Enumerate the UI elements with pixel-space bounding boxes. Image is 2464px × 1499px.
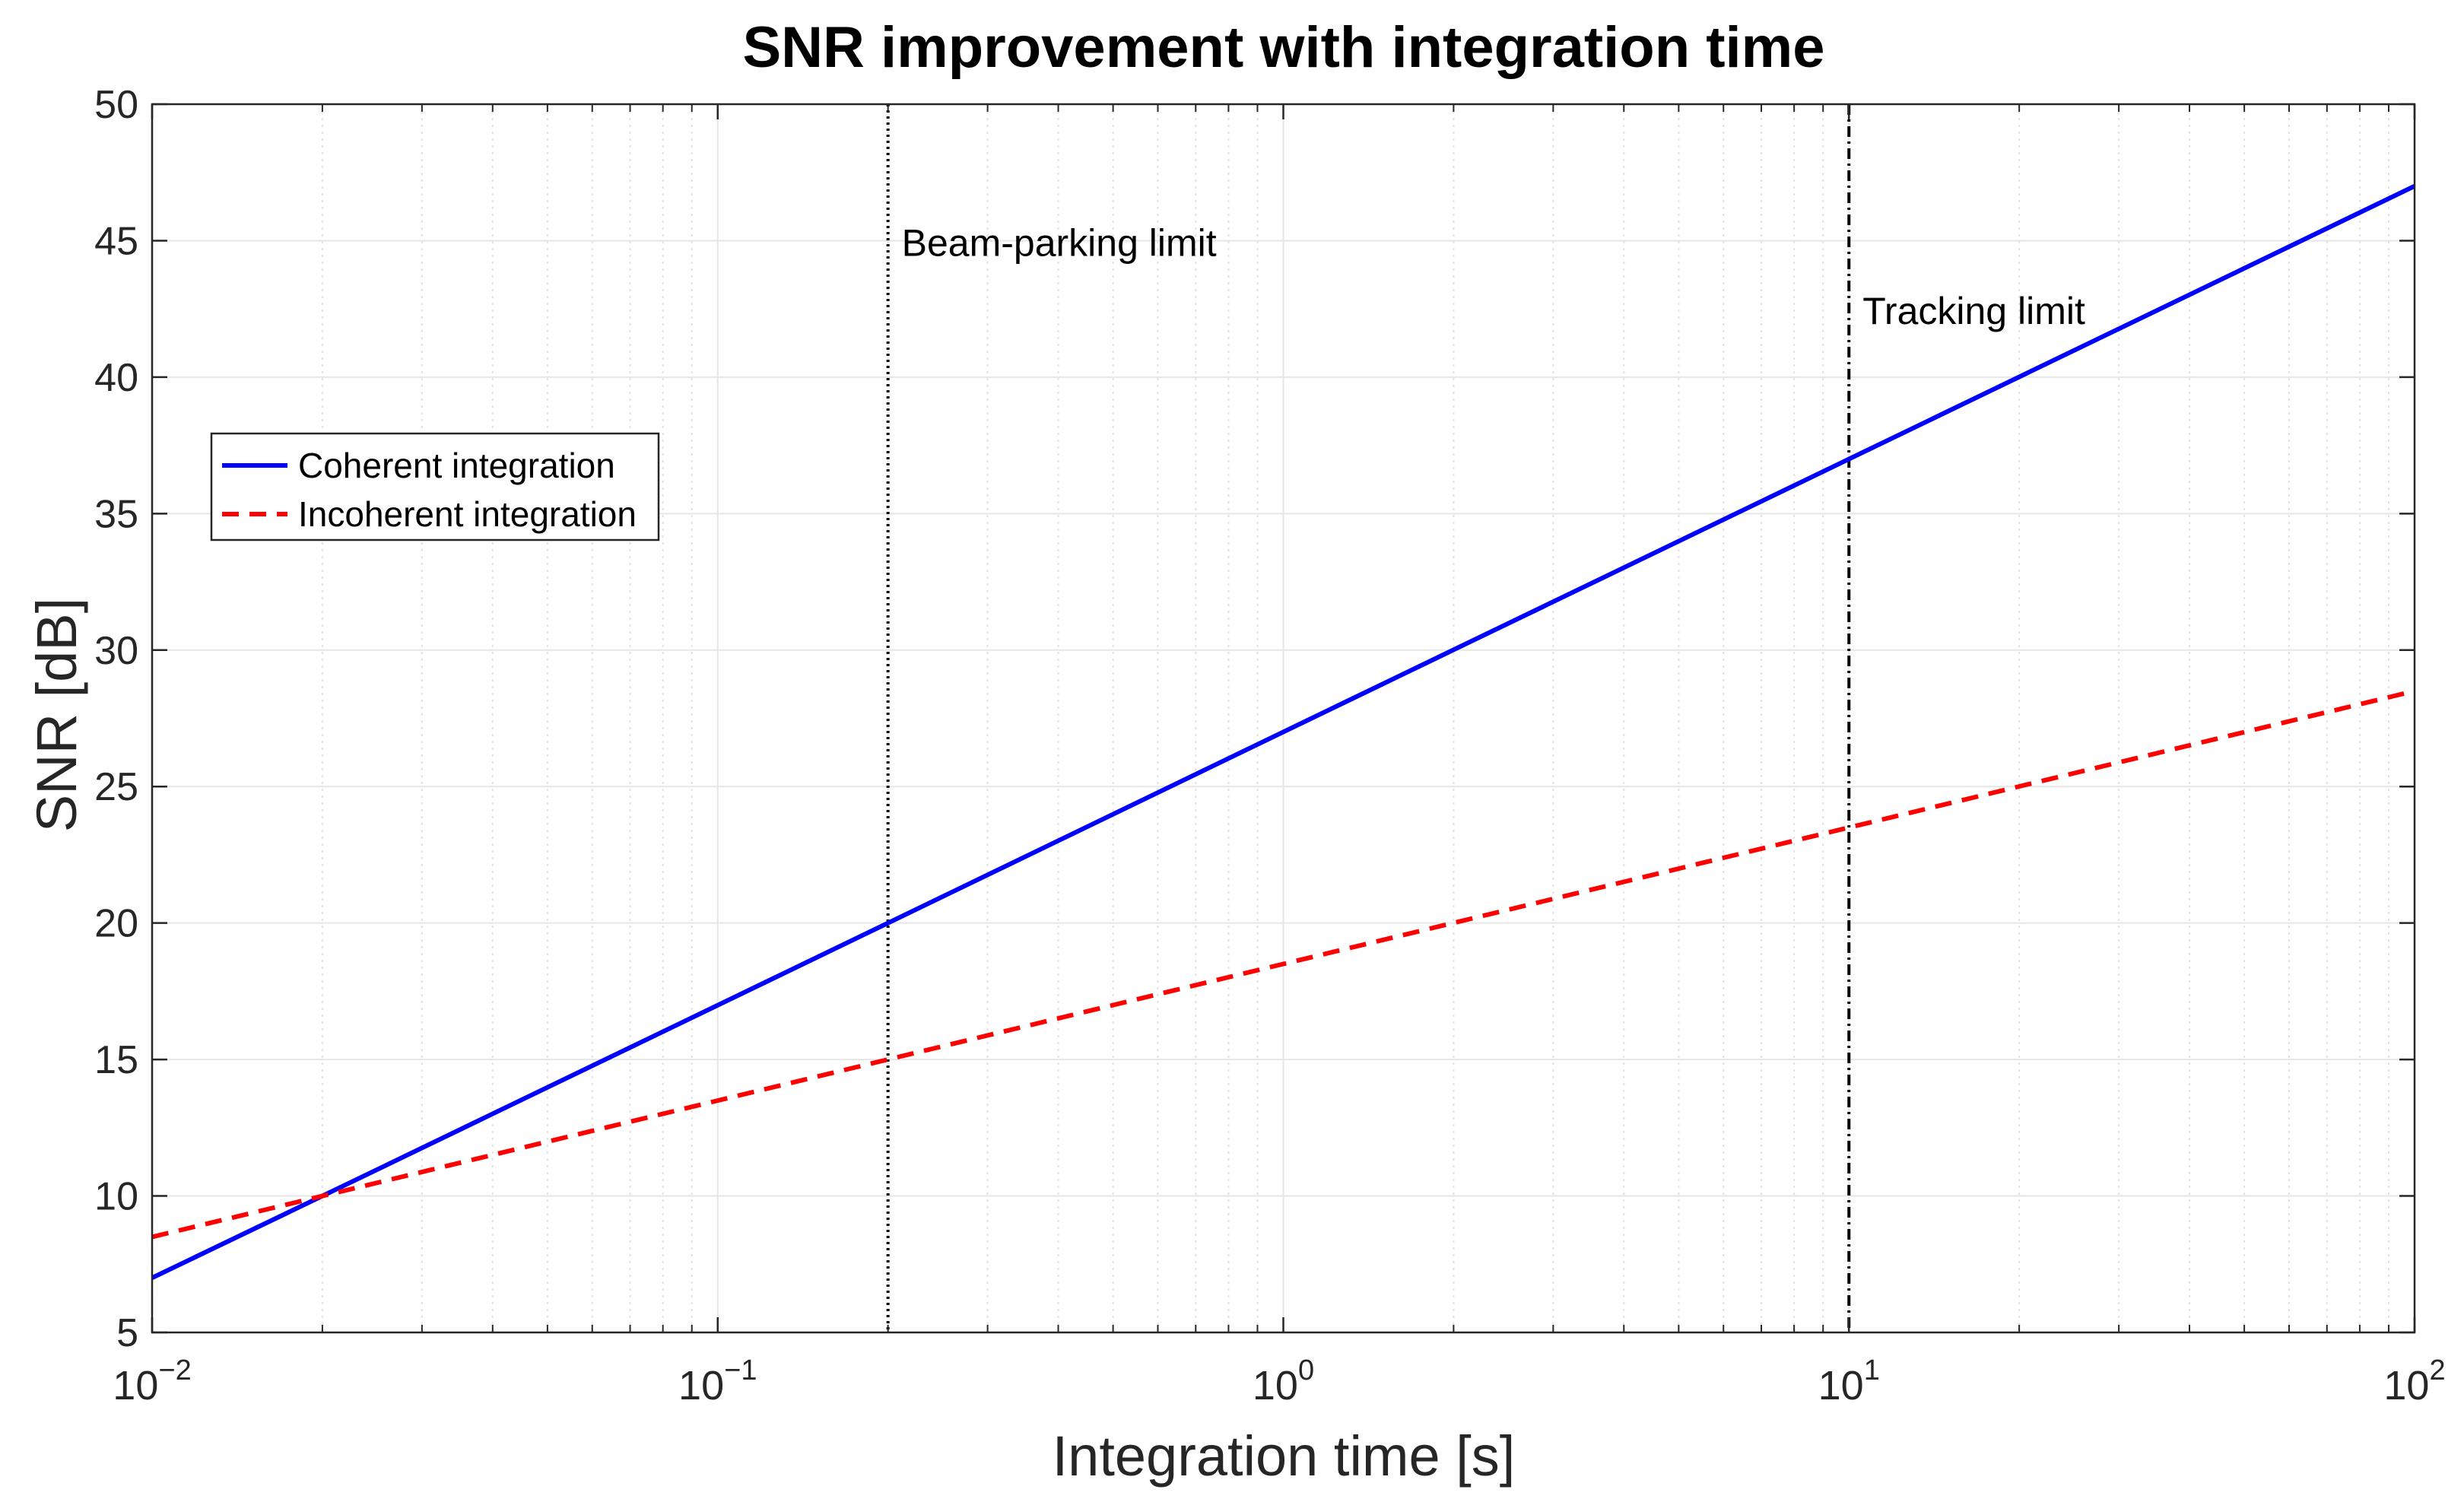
reference-lines xyxy=(886,104,1851,1332)
y-tick-label: 50 xyxy=(94,83,138,127)
y-tick-label: 20 xyxy=(94,902,138,946)
vline-label-0: Beam-parking limit xyxy=(902,221,1217,264)
y-axis-label: SNR [dB] xyxy=(25,598,88,832)
x-tick-label: 100 xyxy=(1253,1354,1314,1408)
y-tick-label: 45 xyxy=(94,219,138,263)
series-line-0 xyxy=(151,183,2416,1280)
x-tick-label: 102 xyxy=(2383,1354,2445,1408)
y-tick-label: 35 xyxy=(94,492,138,536)
legend-box xyxy=(210,432,660,541)
legend-label-0: Coherent integration xyxy=(298,446,615,485)
series-line-1 xyxy=(151,688,2415,1240)
y-tick-label: 25 xyxy=(94,765,138,809)
plot-series xyxy=(151,183,2416,1280)
x-tick-label: 10−2 xyxy=(113,1354,191,1408)
x-axis-label: Integration time [s] xyxy=(1053,1424,1516,1488)
y-tick-label: 10 xyxy=(94,1175,138,1219)
x-tick-label: 101 xyxy=(1818,1354,1880,1408)
y-tick-label: 5 xyxy=(116,1311,138,1355)
y-tick-label: 15 xyxy=(94,1038,138,1082)
x-tick-label: 10−1 xyxy=(678,1354,757,1408)
legend-label-1: Incoherent integration xyxy=(298,494,637,534)
vline-label-1: Tracking limit xyxy=(1862,290,2085,332)
axes: 10−2 10−1 100 101 102 5 10 15 20 25 30 35 40 45 50 xyxy=(94,83,2445,1408)
y-tick-label: 40 xyxy=(94,356,138,400)
legend: Coherent integration Incoherent integrati… xyxy=(210,432,660,541)
annotations: Beam-parking limit Tracking limit xyxy=(902,221,2085,332)
chart-title: SNR improvement with integration time xyxy=(742,15,1824,80)
y-tick-label: 30 xyxy=(94,629,138,673)
